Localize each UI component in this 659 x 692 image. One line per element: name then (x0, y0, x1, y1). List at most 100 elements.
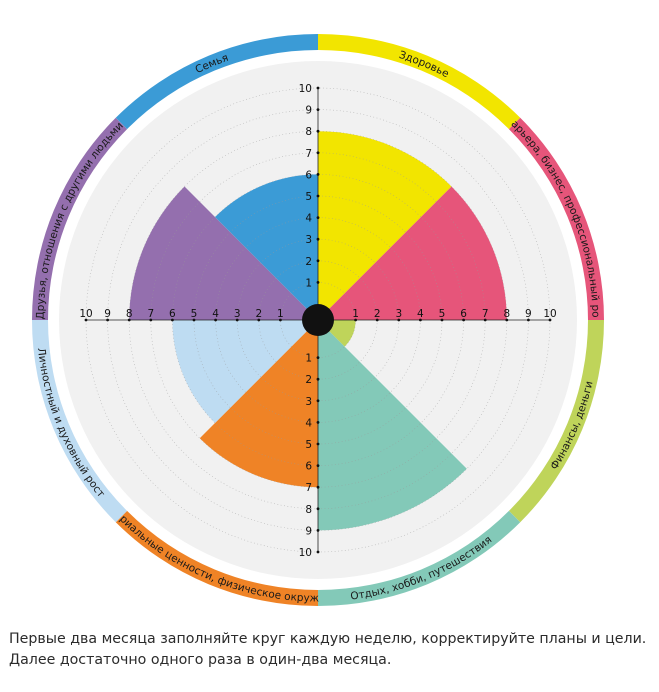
tick-mark-right (483, 318, 487, 322)
tick-label-left: 8 (126, 308, 133, 320)
tick-mark-up (316, 281, 320, 284)
center-hub (302, 304, 334, 336)
sector-8-ring-segment (115, 34, 319, 130)
tick-label-left: 1 (277, 308, 284, 320)
tick-mark-up (316, 259, 320, 263)
tick-label-down: 8 (305, 504, 312, 516)
tick-label-right: 8 (503, 308, 510, 320)
wheel-of-life-chart: 1 2 3 4 5 6 7 8 9 10 1 2 3 4 5 6 7 8 9 10 1 2 3 4 5 6 7 8 9 10 1 2 3 4 5 6 7… (0, 0, 604, 606)
tick-mark-down (316, 464, 320, 467)
tick-mark-right (548, 318, 552, 322)
tick-mark-down (316, 529, 320, 532)
tick-mark-left (106, 318, 109, 322)
tick-label-right: 3 (395, 308, 402, 320)
tick-label-up: 4 (305, 213, 312, 225)
tick-mark-right (354, 318, 357, 322)
tick-mark-up (316, 173, 320, 176)
tick-mark-left (257, 318, 261, 322)
tick-label-left: 10 (79, 308, 92, 320)
tick-mark-left (127, 318, 131, 322)
sector-6-value-wedge (172, 320, 318, 423)
sector-5-ring-segment (115, 510, 319, 606)
tick-mark-right (462, 318, 465, 322)
tick-mark-right (397, 318, 401, 322)
tick-mark-right (527, 318, 530, 322)
tick-mark-right (440, 318, 444, 322)
tick-label-right: 10 (543, 308, 556, 320)
outer-ring (32, 34, 604, 606)
tick-label-down: 5 (305, 439, 312, 451)
tick-label-right: 2 (374, 308, 381, 320)
tick-label-down: 3 (305, 396, 312, 408)
tick-mark-up (316, 194, 320, 198)
tick-label-left: 3 (234, 308, 241, 320)
tick-label-left: 4 (212, 308, 219, 320)
sector-4-ring-segment (318, 510, 521, 606)
caption: Первые два месяца заполняйте круг каждую… (9, 629, 654, 671)
tick-mark-down (316, 421, 320, 424)
tick-mark-left (235, 318, 239, 322)
tick-label-down: 10 (299, 547, 312, 559)
tick-label-left: 6 (169, 308, 176, 320)
tick-label-right: 5 (439, 308, 446, 320)
tick-label-down: 6 (305, 461, 312, 473)
tick-label-down: 9 (305, 525, 312, 537)
tick-label-left: 5 (191, 308, 198, 320)
tick-labels: 1 2 3 4 5 6 7 8 9 10 1 2 3 4 5 6 7 8 9 10 1 2 3 4 5 6 7 8 9 10 1 2 3 4 5 6 7… (79, 83, 556, 559)
sector-3-ring-segment (508, 320, 604, 523)
sector-8-value-wedge (215, 174, 318, 320)
tick-mark-down (316, 507, 320, 511)
tick-label-right: 4 (417, 308, 424, 320)
tick-mark-down (316, 550, 320, 554)
tick-mark-down (316, 356, 320, 359)
sector-7-ring-segment (32, 117, 128, 321)
tick-mark-up (316, 86, 320, 90)
tick-mark-right (419, 318, 422, 322)
tick-mark-left (214, 318, 218, 322)
tick-mark-up (316, 129, 320, 133)
tick-label-right: 1 (352, 308, 359, 320)
sector-values (129, 131, 507, 531)
tick-mark-down (316, 485, 320, 489)
tick-label-up: 10 (299, 83, 312, 95)
caption-line-2: Далее достаточно одного раза в один-два … (9, 652, 392, 668)
tick-label-up: 3 (305, 234, 312, 246)
tick-label-right: 9 (525, 308, 532, 320)
tick-label-right: 6 (460, 308, 467, 320)
tick-label-right: 7 (482, 308, 489, 320)
sector-1-value-wedge (318, 131, 452, 320)
sector-6-ring-segment (32, 320, 128, 523)
tick-mark-left (192, 318, 196, 322)
tick-mark-down (316, 377, 320, 381)
tick-label-left: 7 (147, 308, 154, 320)
tick-mark-left (171, 318, 174, 322)
tick-mark-left (279, 318, 282, 322)
tick-mark-up (316, 108, 320, 111)
sector-1-ring-segment (318, 34, 521, 130)
tick-label-down: 7 (305, 482, 312, 494)
tick-label-left: 9 (104, 308, 111, 320)
sector-5-value-wedge (199, 320, 318, 488)
tick-mark-down (316, 442, 320, 446)
tick-mark-up (316, 151, 320, 155)
tick-label-down: 2 (305, 374, 312, 386)
tick-label-down: 1 (305, 353, 312, 365)
sector-7-value-wedge (129, 186, 318, 320)
tick-label-up: 9 (305, 105, 312, 117)
tick-mark-up (316, 216, 320, 220)
tick-mark-right (375, 318, 379, 322)
tick-mark-up (316, 237, 320, 241)
tick-label-up: 1 (305, 277, 312, 289)
sector-4-value-wedge (318, 320, 467, 531)
tick-mark-right (505, 318, 509, 322)
tick-mark-left (84, 318, 88, 322)
tick-mark-left (149, 318, 153, 322)
tick-label-up: 2 (305, 256, 312, 268)
tick-label-up: 6 (305, 169, 312, 181)
sector-2-ring-segment (508, 117, 604, 321)
tick-label-down: 4 (305, 417, 312, 429)
tick-label-up: 8 (305, 126, 312, 138)
tick-mark-down (316, 399, 320, 403)
tick-label-up: 7 (305, 148, 312, 160)
tick-label-up: 5 (305, 191, 312, 203)
